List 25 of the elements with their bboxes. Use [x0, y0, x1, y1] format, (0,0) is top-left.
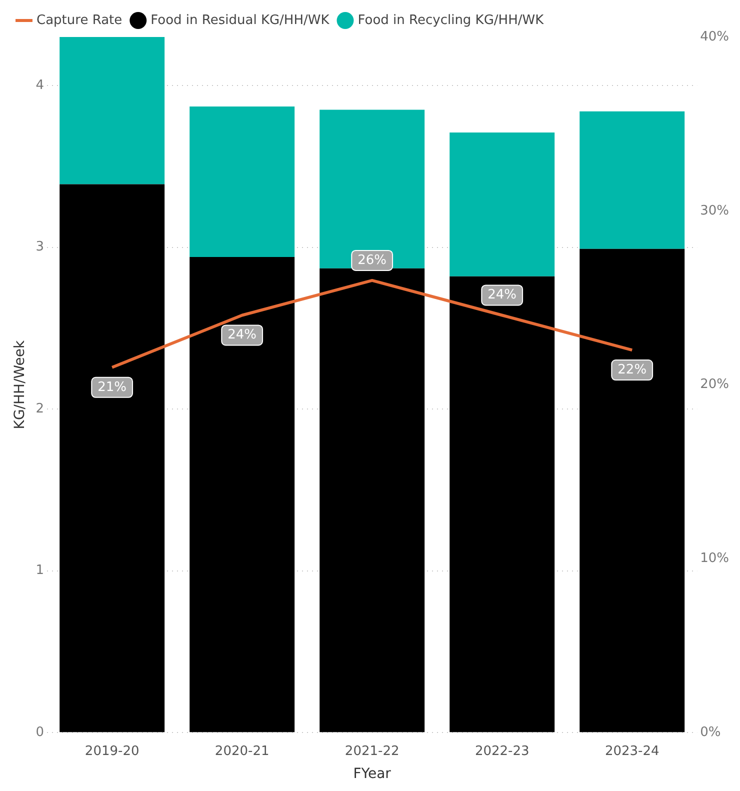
y2-tick-label: 40%	[700, 29, 730, 44]
legend-label: Food in Residual KG/HH/WK	[150, 12, 330, 28]
legend-label: Food in Recycling KG/HH/WK	[358, 12, 544, 28]
y-axis-title: KG/HH/Week	[12, 339, 28, 430]
y-tick-label: 0	[36, 724, 44, 740]
x-tick-label: 2023-24	[604, 744, 660, 759]
data-label: 24%	[488, 288, 517, 303]
legend-label: Capture Rate	[36, 12, 122, 28]
y2-tick-label: 30%	[700, 203, 730, 218]
data-label: 24%	[228, 328, 257, 343]
x-axis-title: FYear	[353, 766, 392, 782]
y2-tick-label: 20%	[700, 377, 730, 392]
data-label: 26%	[358, 252, 387, 268]
x-tick-label: 2022-23	[474, 744, 530, 759]
x-tick-label: 2020-21	[214, 744, 270, 759]
data-label: 22%	[618, 362, 647, 378]
y-tick-label: 4	[36, 78, 44, 93]
y-tick-label: 3	[36, 240, 44, 255]
y2-tick-label: 10%	[700, 551, 730, 566]
x-tick-label: 2019-20	[84, 744, 140, 759]
y2-tick-label: 0%	[700, 724, 721, 740]
x-tick-label: 2021-22	[344, 744, 400, 759]
data-label: 21%	[98, 380, 127, 395]
y-tick-label: 2	[36, 401, 44, 416]
y-tick-label: 1	[36, 563, 44, 578]
